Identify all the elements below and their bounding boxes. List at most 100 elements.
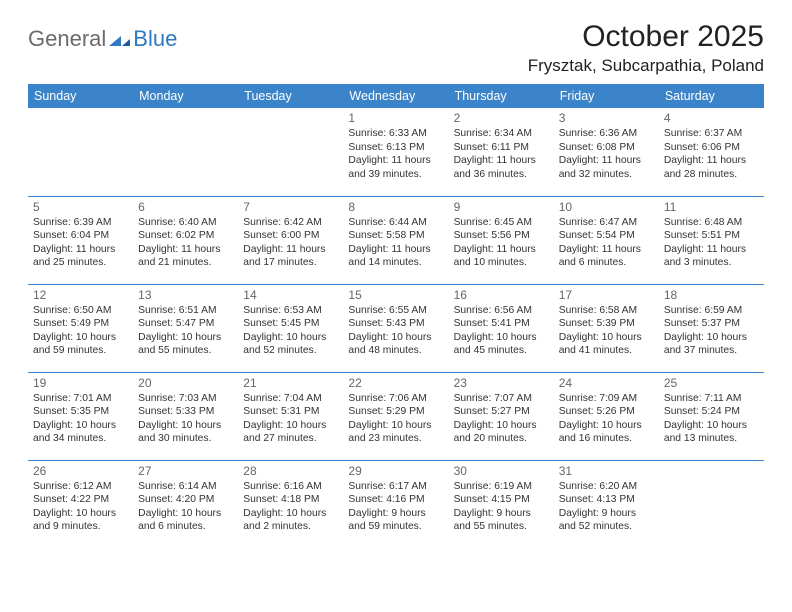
calendar-row: 1Sunrise: 6:33 AMSunset: 6:13 PMDaylight… <box>28 108 764 196</box>
calendar-cell: 31Sunrise: 6:20 AMSunset: 4:13 PMDayligh… <box>554 460 659 548</box>
calendar-table: SundayMondayTuesdayWednesdayThursdayFrid… <box>28 84 764 548</box>
daylight-line: Daylight: 10 hours and 9 minutes. <box>33 507 128 534</box>
weekday-header: Saturday <box>659 84 764 108</box>
sunrise-line: Sunrise: 6:33 AM <box>348 127 443 141</box>
daylight-line: Daylight: 10 hours and 34 minutes. <box>33 419 128 446</box>
sunrise-line: Sunrise: 6:42 AM <box>243 216 338 230</box>
calendar-cell: 26 Sunrise: 6:12 AMSunset: 4:22 PMDayligh… <box>28 460 133 548</box>
daylight-line: Daylight: 11 hours and 25 minutes. <box>33 243 128 270</box>
day-number: 20 <box>138 376 233 390</box>
daylight-line: Daylight: 10 hours and 30 minutes. <box>138 419 233 446</box>
sunrise-line: Sunrise: 6:12 AM <box>33 480 128 494</box>
day-number: 26 <box>33 464 128 478</box>
title-block: October 2025 Frysztak, Subcarpathia, Pol… <box>528 20 764 76</box>
calendar-cell: 23Sunrise: 7:07 AMSunset: 5:27 PMDayligh… <box>449 372 554 460</box>
sunset-line: Sunset: 5:43 PM <box>348 317 443 331</box>
sunrise-line: Sunrise: 6:47 AM <box>559 216 654 230</box>
day-number: 31 <box>559 464 654 478</box>
sunrise-line: Sunrise: 6:55 AM <box>348 304 443 318</box>
sunset-line: Sunset: 4:18 PM <box>243 493 338 507</box>
sunrise-line: Sunrise: 6:48 AM <box>664 216 759 230</box>
calendar-cell: 10Sunrise: 6:47 AMSunset: 5:54 PMDayligh… <box>554 196 659 284</box>
daylight-line: Daylight: 10 hours and 41 minutes. <box>559 331 654 358</box>
daylight-line: Daylight: 10 hours and 37 minutes. <box>664 331 759 358</box>
sunset-line: Sunset: 4:22 PM <box>33 493 128 507</box>
sunrise-line: Sunrise: 6:39 AM <box>33 216 128 230</box>
page-title: October 2025 <box>528 20 764 54</box>
calendar-row: 19Sunrise: 7:01 AMSunset: 5:35 PMDayligh… <box>28 372 764 460</box>
daylight-line: Daylight: 10 hours and 16 minutes. <box>559 419 654 446</box>
brand-logo: General Blue <box>28 26 177 52</box>
sunrise-line: Sunrise: 6:53 AM <box>243 304 338 318</box>
daylight-line: Daylight: 11 hours and 39 minutes. <box>348 154 443 181</box>
daylight-line: Daylight: 10 hours and 48 minutes. <box>348 331 443 358</box>
sunset-line: Sunset: 5:58 PM <box>348 229 443 243</box>
day-number: 21 <box>243 376 338 390</box>
daylight-line: Daylight: 10 hours and 27 minutes. <box>243 419 338 446</box>
weekday-header: Thursday <box>449 84 554 108</box>
weekday-header: Wednesday <box>343 84 448 108</box>
weekday-header: Sunday <box>28 84 133 108</box>
daylight-line: Daylight: 10 hours and 20 minutes. <box>454 419 549 446</box>
location-label: Frysztak, Subcarpathia, Poland <box>528 56 764 76</box>
calendar-cell: 6Sunrise: 6:40 AMSunset: 6:02 PMDaylight… <box>133 196 238 284</box>
brand-text-general: General <box>28 26 106 52</box>
sunrise-line: Sunrise: 7:01 AM <box>33 392 128 406</box>
calendar-cell: 18Sunrise: 6:59 AMSunset: 5:37 PMDayligh… <box>659 284 764 372</box>
calendar-cell: 5 Sunrise: 6:39 AMSunset: 6:04 PMDaylight… <box>28 196 133 284</box>
day-number: 4 <box>664 111 759 125</box>
calendar-cell <box>659 460 764 548</box>
day-number: 10 <box>559 200 654 214</box>
sunset-line: Sunset: 5:47 PM <box>138 317 233 331</box>
day-number: 23 <box>454 376 549 390</box>
sunrise-line: Sunrise: 7:03 AM <box>138 392 233 406</box>
daylight-line: Daylight: 10 hours and 6 minutes. <box>138 507 233 534</box>
sunset-line: Sunset: 6:02 PM <box>138 229 233 243</box>
sunset-line: Sunset: 5:41 PM <box>454 317 549 331</box>
sunset-line: Sunset: 6:00 PM <box>243 229 338 243</box>
calendar-cell: 30Sunrise: 6:19 AMSunset: 4:15 PMDayligh… <box>449 460 554 548</box>
sunrise-line: Sunrise: 6:37 AM <box>664 127 759 141</box>
day-number: 14 <box>243 288 338 302</box>
day-number: 22 <box>348 376 443 390</box>
calendar-page: General Blue October 2025 Frysztak, Subc… <box>0 0 792 568</box>
day-number: 29 <box>348 464 443 478</box>
daylight-line: Daylight: 11 hours and 17 minutes. <box>243 243 338 270</box>
calendar-cell: 1Sunrise: 6:33 AMSunset: 6:13 PMDaylight… <box>343 108 448 196</box>
day-number: 5 <box>33 200 128 214</box>
sunset-line: Sunset: 5:31 PM <box>243 405 338 419</box>
sunset-line: Sunset: 6:04 PM <box>33 229 128 243</box>
day-number: 18 <box>664 288 759 302</box>
day-number: 12 <box>33 288 128 302</box>
calendar-cell: 20 Sunrise: 7:03 AMSunset: 5:33 PMDayligh… <box>133 372 238 460</box>
day-number: 28 <box>243 464 338 478</box>
sunrise-line: Sunrise: 6:45 AM <box>454 216 549 230</box>
sunset-line: Sunset: 5:26 PM <box>559 405 654 419</box>
sunrise-line: Sunrise: 6:20 AM <box>559 480 654 494</box>
calendar-cell: 27Sunrise: 6:14 AMSunset: 4:20 PMDayligh… <box>133 460 238 548</box>
calendar-cell: 8Sunrise: 6:44 AMSunset: 5:58 PMDaylight… <box>343 196 448 284</box>
calendar-cell: 4Sunrise: 6:37 AMSunset: 6:06 PMDaylight… <box>659 108 764 196</box>
calendar-cell: 7Sunrise: 6:42 AMSunset: 6:00 PMDaylight… <box>238 196 343 284</box>
sunrise-line: Sunrise: 7:09 AM <box>559 392 654 406</box>
day-number: 3 <box>559 111 654 125</box>
day-number: 15 <box>348 288 443 302</box>
day-number: 2 <box>454 111 549 125</box>
day-number: 19 <box>33 376 128 390</box>
sunrise-line: Sunrise: 6:17 AM <box>348 480 443 494</box>
calendar-cell: 3Sunrise: 6:36 AMSunset: 6:08 PMDaylight… <box>554 108 659 196</box>
daylight-line: Daylight: 10 hours and 45 minutes. <box>454 331 549 358</box>
sunset-line: Sunset: 4:15 PM <box>454 493 549 507</box>
day-number: 9 <box>454 200 549 214</box>
calendar-cell: 12Sunrise: 6:50 AMSunset: 5:49 PMDayligh… <box>28 284 133 372</box>
daylight-line: Daylight: 11 hours and 6 minutes. <box>559 243 654 270</box>
daylight-line: Daylight: 10 hours and 2 minutes. <box>243 507 338 534</box>
sunset-line: Sunset: 5:33 PM <box>138 405 233 419</box>
calendar-cell: 16Sunrise: 6:56 AMSunset: 5:41 PMDayligh… <box>449 284 554 372</box>
weekday-header: Tuesday <box>238 84 343 108</box>
brand-mark-icon <box>109 30 131 48</box>
day-number: 16 <box>454 288 549 302</box>
calendar-cell: 11Sunrise: 6:48 AMSunset: 5:51 PMDayligh… <box>659 196 764 284</box>
daylight-line: Daylight: 11 hours and 32 minutes. <box>559 154 654 181</box>
sunrise-line: Sunrise: 6:59 AM <box>664 304 759 318</box>
